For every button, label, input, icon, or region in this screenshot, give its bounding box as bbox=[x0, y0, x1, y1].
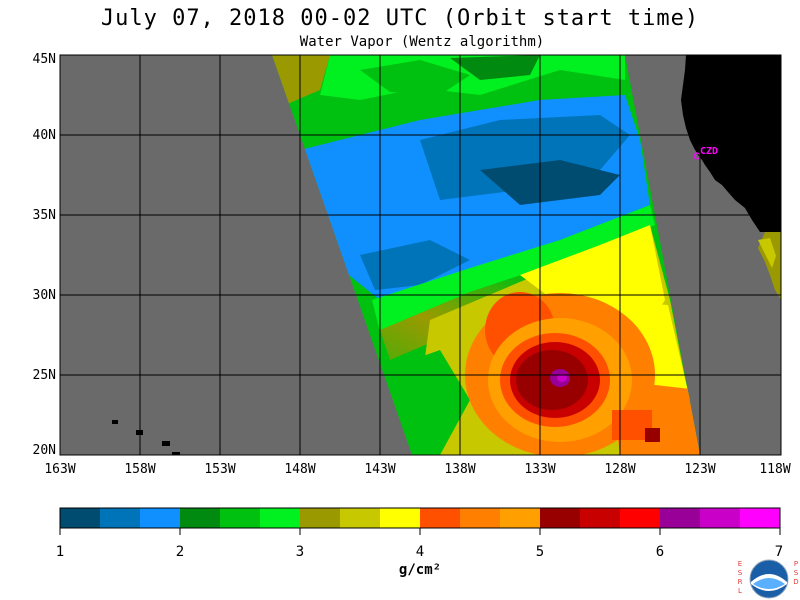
colorbar-segment bbox=[620, 508, 661, 528]
colorbar-segment bbox=[540, 508, 581, 528]
colorbar-segment bbox=[660, 508, 701, 528]
lon-label-138w: 138W bbox=[444, 462, 476, 477]
map-title: July 07, 2018 00-02 UTC (Orbit start tim… bbox=[100, 6, 700, 31]
land bbox=[112, 55, 781, 455]
colorbar-segment bbox=[140, 508, 181, 528]
swath bbox=[272, 55, 700, 455]
colorbar-segment bbox=[180, 508, 221, 528]
lon-label-128w: 128W bbox=[604, 462, 636, 477]
lon-label-158w: 158W bbox=[124, 462, 156, 477]
colorbar-segment bbox=[100, 508, 141, 528]
lon-label-163w: 163W bbox=[44, 462, 76, 477]
colorbar-segment bbox=[740, 508, 781, 528]
map-subtitle: Water Vapor (Wentz algorithm) bbox=[299, 34, 545, 50]
lat-label-25n: 25N bbox=[32, 368, 56, 383]
noaa-emblem-icon bbox=[749, 559, 789, 599]
colorbar-tick-4: 4 bbox=[415, 544, 425, 560]
station-label: CZD bbox=[700, 146, 719, 157]
colorbar-segment bbox=[500, 508, 541, 528]
colorbar-tick-2: 2 bbox=[175, 544, 185, 560]
colorbar-segment bbox=[460, 508, 501, 528]
colorbar-units: g/cm² bbox=[398, 562, 442, 578]
colorbar-segment bbox=[700, 508, 741, 528]
lon-label-118w: 118W bbox=[759, 462, 791, 477]
lon-label-133w: 133W bbox=[524, 462, 556, 477]
colorbar-tick-6: 6 bbox=[655, 544, 665, 560]
colorbar bbox=[60, 508, 781, 528]
colorbar-segment bbox=[420, 508, 461, 528]
plot-frame bbox=[59, 54, 782, 456]
colorbar-segment bbox=[380, 508, 421, 528]
colorbar-segment bbox=[300, 508, 341, 528]
lat-label-30n: 30N bbox=[32, 288, 56, 303]
colorbar-segment bbox=[260, 508, 301, 528]
lon-label-123w: 123W bbox=[684, 462, 716, 477]
colorbar-tick-5: 5 bbox=[535, 544, 545, 560]
colorbar-segment bbox=[60, 508, 101, 528]
colorbar-segment bbox=[220, 508, 261, 528]
colorbar-tick-7: 7 bbox=[774, 544, 784, 560]
lon-label-153w: 153W bbox=[204, 462, 236, 477]
graticule bbox=[60, 55, 781, 455]
colorbar-tick-3: 3 bbox=[295, 544, 305, 560]
colorbar-segment bbox=[580, 508, 621, 528]
lon-label-143w: 143W bbox=[364, 462, 396, 477]
lat-label-35n: 35N bbox=[32, 208, 56, 223]
lat-label-45n: 45N bbox=[32, 52, 56, 67]
lat-label-20n: 20N bbox=[32, 443, 56, 458]
colorbar-tick-1: 1 bbox=[55, 544, 65, 560]
lon-label-148w: 148W bbox=[284, 462, 316, 477]
lat-label-40n: 40N bbox=[32, 128, 56, 143]
colorbar-segment bbox=[340, 508, 381, 528]
